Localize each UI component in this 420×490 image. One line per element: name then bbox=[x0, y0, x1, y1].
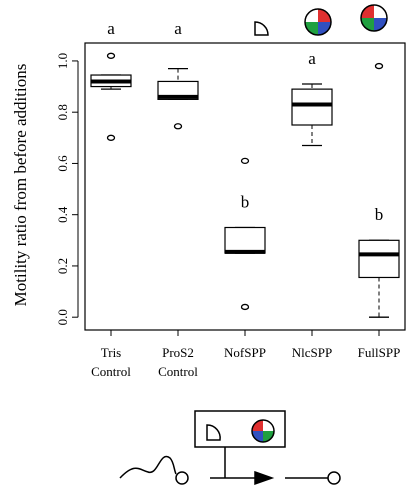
outlier bbox=[173, 123, 183, 130]
y-axis-label: Motility ratio from before additions bbox=[11, 64, 30, 307]
nlc-icon bbox=[304, 8, 332, 36]
significance-label: a bbox=[174, 19, 182, 38]
x-tick-label: Control bbox=[91, 364, 131, 379]
box bbox=[291, 88, 333, 126]
y-tick-label: 0.2 bbox=[55, 258, 70, 274]
y-tick-label: 1.0 bbox=[55, 53, 70, 69]
x-tick-label: NofSPP bbox=[224, 345, 266, 360]
x-tick-label: Tris bbox=[101, 345, 121, 360]
box bbox=[358, 239, 400, 279]
diagram bbox=[119, 410, 341, 486]
outlier bbox=[374, 62, 384, 70]
plot-frame bbox=[84, 42, 406, 331]
significance-label: b bbox=[375, 205, 384, 224]
y-tick-label: 0.8 bbox=[55, 104, 70, 120]
x-tick-label: Control bbox=[158, 364, 198, 379]
significance-label: b bbox=[241, 192, 250, 211]
outlier bbox=[240, 157, 250, 165]
full-icon bbox=[360, 4, 388, 32]
significance-label: a bbox=[107, 19, 115, 38]
x-tick-label: NlcSPP bbox=[292, 345, 332, 360]
y-tick-label: 0.6 bbox=[55, 155, 70, 172]
x-tick-label: FullSPP bbox=[358, 345, 401, 360]
x-tick-label: ProS2 bbox=[162, 345, 194, 360]
outlier bbox=[240, 303, 250, 311]
box bbox=[224, 226, 266, 254]
y-tick-label: 0.0 bbox=[55, 309, 70, 325]
significance-label: a bbox=[308, 49, 316, 68]
outlier bbox=[106, 134, 116, 141]
nof-icon bbox=[254, 21, 269, 36]
outlier bbox=[106, 52, 116, 59]
y-tick-label: 0.4 bbox=[55, 206, 70, 223]
